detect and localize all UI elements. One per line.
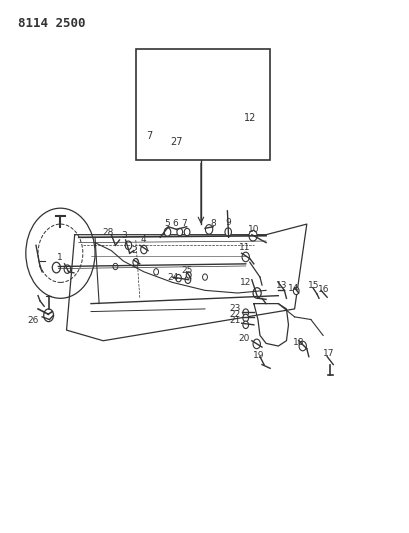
Circle shape (113, 263, 117, 270)
Text: 18: 18 (292, 338, 303, 347)
Circle shape (44, 309, 54, 321)
Text: 7: 7 (146, 131, 152, 141)
Circle shape (140, 245, 147, 254)
Text: 16: 16 (317, 285, 328, 294)
Circle shape (252, 339, 260, 349)
Text: 7: 7 (180, 219, 186, 228)
Circle shape (252, 288, 261, 298)
Circle shape (186, 272, 191, 278)
Circle shape (225, 228, 231, 236)
Text: 20: 20 (237, 334, 249, 343)
Text: 2: 2 (130, 246, 136, 255)
Circle shape (182, 83, 189, 93)
Text: 28: 28 (102, 228, 113, 237)
Text: 12: 12 (243, 112, 256, 123)
Text: 12: 12 (239, 278, 251, 287)
Circle shape (298, 341, 306, 351)
Text: 13: 13 (275, 281, 287, 290)
Text: 4: 4 (140, 236, 146, 245)
Circle shape (133, 259, 138, 266)
Circle shape (176, 228, 182, 236)
Circle shape (184, 276, 190, 284)
Text: 1: 1 (56, 253, 62, 262)
Text: 17: 17 (322, 350, 333, 359)
Text: 10: 10 (247, 225, 259, 234)
Circle shape (175, 274, 181, 282)
Circle shape (171, 97, 177, 106)
Circle shape (241, 252, 249, 262)
Text: 19: 19 (252, 351, 264, 360)
Circle shape (26, 208, 95, 298)
Text: 14: 14 (288, 284, 299, 293)
Circle shape (248, 230, 256, 241)
Circle shape (205, 224, 212, 234)
Text: 9: 9 (225, 218, 231, 227)
Text: 23: 23 (229, 304, 240, 313)
Text: 22: 22 (229, 310, 240, 319)
Circle shape (52, 262, 60, 273)
Circle shape (242, 309, 248, 317)
Text: 6: 6 (171, 219, 178, 228)
FancyBboxPatch shape (135, 49, 270, 160)
Text: 26: 26 (27, 316, 39, 325)
Text: 25: 25 (181, 266, 192, 275)
Circle shape (242, 314, 248, 321)
Circle shape (164, 228, 171, 236)
Circle shape (153, 269, 158, 275)
Text: 24: 24 (167, 272, 178, 281)
Text: 5: 5 (164, 219, 169, 228)
Text: 8114 2500: 8114 2500 (18, 17, 85, 30)
Text: 15: 15 (307, 281, 318, 290)
Text: 3: 3 (121, 231, 127, 240)
Circle shape (38, 224, 83, 282)
Circle shape (202, 274, 207, 280)
Circle shape (184, 228, 189, 236)
Text: 11: 11 (238, 243, 250, 252)
Text: 8: 8 (210, 219, 216, 228)
Text: 21: 21 (229, 316, 240, 325)
Circle shape (165, 81, 173, 92)
Circle shape (125, 241, 131, 249)
Circle shape (64, 265, 70, 273)
Text: 27: 27 (170, 136, 182, 147)
Circle shape (293, 287, 298, 295)
Circle shape (242, 321, 248, 328)
